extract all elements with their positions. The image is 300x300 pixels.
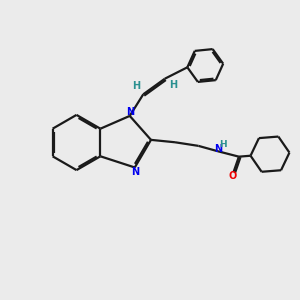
Text: H: H	[132, 81, 140, 91]
Text: N: N	[214, 144, 222, 154]
Text: N: N	[131, 167, 139, 177]
Text: H: H	[169, 80, 177, 90]
Text: H: H	[220, 140, 227, 149]
Text: N: N	[126, 107, 134, 117]
Text: O: O	[229, 171, 237, 181]
